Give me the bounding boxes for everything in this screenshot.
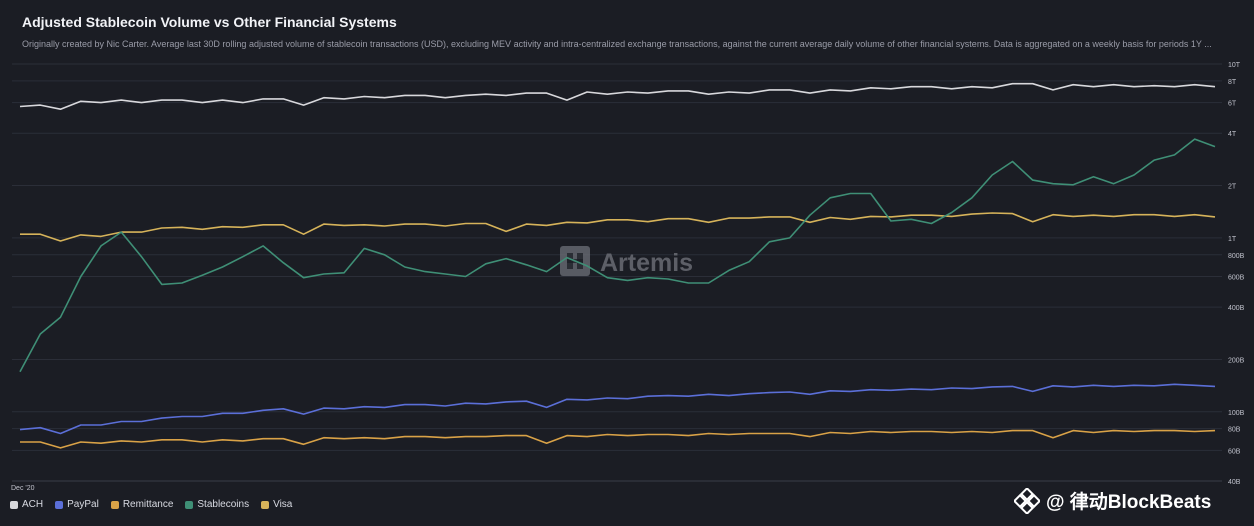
- legend-label: PayPal: [67, 499, 99, 510]
- y-tick-label: 800B: [1228, 253, 1245, 260]
- y-tick-label: 6T: [1228, 101, 1237, 108]
- legend-swatch: [185, 500, 194, 509]
- y-tick-label: 600B: [1228, 274, 1245, 281]
- series-layer: [19, 82, 1216, 449]
- series-line-visa: [20, 212, 1216, 242]
- y-tick-label: 1T: [1228, 236, 1237, 243]
- y-tick-label: 4T: [1228, 131, 1237, 138]
- y-tick-label: 8T: [1228, 79, 1237, 86]
- series-line-remittance: [20, 429, 1216, 449]
- chart-legend: ACH PayPal Remittance Stablecoins Visa: [10, 499, 292, 510]
- blockbeats-watermark-text: @ 律动BlockBeats: [1046, 492, 1212, 513]
- y-tick-label: 2T: [1228, 184, 1237, 191]
- legend-label: ACH: [22, 499, 44, 510]
- blockbeats-watermark: @ 律动BlockBeats: [1014, 487, 1211, 514]
- y-tick-label: 10T: [1228, 62, 1241, 69]
- legend-swatch: [110, 500, 119, 509]
- y-tick-label: 200B: [1228, 357, 1245, 364]
- chart-subtitle: Originally created by Nic Carter. Averag…: [22, 39, 1212, 49]
- y-axis: 10T 8T 6T 4T 2T 1T 800B 600B 400B 200B 100B 80B 60B 4…: [1228, 62, 1245, 486]
- legend-item-paypal[interactable]: PayPal: [55, 499, 99, 510]
- legend-item-visa[interactable]: Visa: [261, 499, 292, 510]
- legend-label: Stablecoins: [197, 499, 250, 510]
- legend-item-ach[interactable]: ACH: [10, 499, 43, 510]
- x-tick-label: Dec '20: [11, 485, 35, 492]
- y-tick-label: 80B: [1228, 427, 1241, 434]
- y-tick-label: 40B: [1228, 479, 1241, 486]
- legend-swatch: [55, 500, 64, 509]
- legend-swatch: [10, 500, 18, 509]
- artemis-watermark: Artemis: [560, 246, 693, 277]
- series-line-stablecoins: [19, 138, 1216, 373]
- y-tick-label: 60B: [1228, 448, 1241, 455]
- artemis-watermark-text: Artemis: [600, 249, 693, 277]
- chart-title: Adjusted Stablecoin Volume vs Other Fina…: [22, 14, 397, 30]
- y-tick-label: 400B: [1228, 305, 1245, 312]
- series-line-ach: [19, 82, 1216, 110]
- grid-layer: [12, 63, 1222, 482]
- y-tick-label: 100B: [1228, 410, 1245, 417]
- legend-label: Remittance: [122, 499, 174, 510]
- binance-square-icon: [1014, 487, 1040, 514]
- legend-item-stablecoins[interactable]: Stablecoins: [185, 499, 249, 510]
- series-line-paypal: [19, 383, 1216, 435]
- legend-item-remittance[interactable]: Remittance: [110, 499, 174, 510]
- legend-swatch: [261, 500, 270, 509]
- legend-label: Visa: [273, 499, 293, 510]
